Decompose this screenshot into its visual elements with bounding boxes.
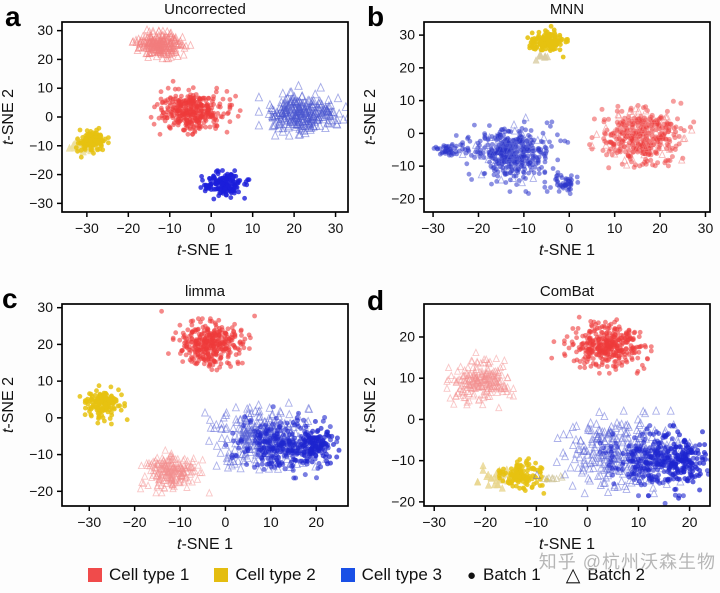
svg-text:t-SNE 1: t-SNE 1 bbox=[177, 242, 233, 259]
svg-text:MNN: MNN bbox=[550, 1, 584, 18]
svg-text:t-SNE 2: t-SNE 2 bbox=[0, 89, 17, 145]
svg-text:20: 20 bbox=[399, 59, 415, 75]
panel-label-b: b bbox=[367, 1, 385, 32]
panel-label-c: c bbox=[2, 283, 18, 314]
svg-text:0: 0 bbox=[207, 220, 215, 236]
svg-text:−30: −30 bbox=[77, 514, 101, 530]
svg-text:−10: −10 bbox=[158, 220, 182, 236]
svg-text:30: 30 bbox=[37, 22, 53, 38]
svg-text:−20: −20 bbox=[29, 483, 53, 499]
svg-text:−20: −20 bbox=[29, 166, 53, 182]
legend-label: Batch 2 bbox=[587, 565, 645, 584]
svg-text:0: 0 bbox=[565, 220, 573, 236]
svg-text:20: 20 bbox=[652, 220, 668, 236]
svg-text:30: 30 bbox=[399, 27, 415, 43]
svg-text:30: 30 bbox=[328, 220, 344, 236]
watermark: 知乎 @杭州沃森生物 bbox=[538, 552, 716, 572]
svg-text:20: 20 bbox=[286, 220, 302, 236]
svg-text:10: 10 bbox=[607, 220, 623, 236]
svg-text:20: 20 bbox=[37, 51, 53, 67]
svg-text:20: 20 bbox=[308, 514, 324, 530]
svg-text:30: 30 bbox=[37, 299, 53, 315]
svg-text:−20: −20 bbox=[123, 514, 147, 530]
svg-text:20: 20 bbox=[37, 336, 53, 352]
svg-text:−10: −10 bbox=[512, 220, 536, 236]
svg-text:t-SNE 2: t-SNE 2 bbox=[0, 377, 17, 433]
svg-text:limma: limma bbox=[185, 283, 226, 300]
legend-item-cell-type-2: Cell type 2 bbox=[214, 565, 316, 585]
panel-label-d: d bbox=[367, 285, 385, 316]
tsne-plot-limma: −30 −20 −10 0 10 20 30 20 10 0 −10 −20 limma t-SNE 1 t… bbox=[0, 283, 349, 553]
tsne-plot-uncorrected: −30 −20 −10 0 10 20 30 30 20 10 0 −10 −20 −30 Uncorrec… bbox=[0, 1, 349, 259]
svg-text:10: 10 bbox=[399, 92, 415, 108]
svg-text:0: 0 bbox=[407, 125, 415, 141]
cell-type-1-swatch bbox=[88, 568, 102, 582]
svg-text:−10: −10 bbox=[391, 158, 415, 174]
svg-text:0: 0 bbox=[45, 109, 53, 125]
svg-text:−20: −20 bbox=[467, 220, 491, 236]
legend-item-cell-type-3: Cell type 3 bbox=[340, 565, 442, 585]
legend-item-cell-type-1: Cell type 1 bbox=[88, 565, 189, 585]
svg-text:10: 10 bbox=[263, 514, 279, 530]
cell-type-3-swatch bbox=[340, 568, 355, 582]
svg-text:−30: −30 bbox=[75, 220, 99, 236]
svg-text:−20: −20 bbox=[116, 220, 140, 236]
svg-text:−20: −20 bbox=[391, 190, 415, 206]
svg-text:0: 0 bbox=[222, 514, 230, 530]
svg-text:−10: −10 bbox=[168, 514, 192, 530]
svg-text:30: 30 bbox=[698, 220, 714, 236]
legend-label: Batch 1 bbox=[483, 565, 541, 584]
legend-label: Cell type 1 bbox=[109, 565, 190, 584]
svg-text:−10: −10 bbox=[29, 446, 53, 462]
svg-text:10: 10 bbox=[245, 220, 261, 236]
svg-text:−30: −30 bbox=[29, 195, 53, 211]
filled-circle-icon: ● bbox=[466, 566, 477, 584]
svg-text:10: 10 bbox=[37, 373, 53, 389]
svg-text:t-SNE 1: t-SNE 1 bbox=[177, 536, 233, 553]
svg-text:t-SNE 1: t-SNE 1 bbox=[539, 242, 595, 259]
legend-label: Cell type 3 bbox=[361, 565, 442, 584]
tsne-plot-mnn: −30 −20 −10 0 10 20 30 30 20 10 0 −10 −20 MNN t-SNE 1 t… bbox=[362, 1, 714, 259]
svg-text:10: 10 bbox=[37, 80, 53, 96]
svg-text:−30: −30 bbox=[421, 220, 445, 236]
legend-item-batch-2: △ Batch 2 bbox=[566, 565, 645, 585]
open-triangle-icon: △ bbox=[565, 564, 581, 586]
svg-text:−10: −10 bbox=[29, 137, 53, 153]
svg-text:Uncorrected: Uncorrected bbox=[164, 1, 246, 18]
panel-label-a: a bbox=[5, 1, 21, 32]
figure-legend: Cell type 1 Cell type 2 Cell type 3 ● Ba… bbox=[88, 565, 645, 585]
svg-text:0: 0 bbox=[45, 409, 53, 425]
svg-text:t-SNE 2: t-SNE 2 bbox=[362, 89, 379, 145]
cell-type-2-swatch bbox=[214, 568, 229, 582]
legend-label: Cell type 2 bbox=[235, 565, 316, 584]
legend-item-batch-1: ● Batch 1 bbox=[467, 565, 541, 585]
